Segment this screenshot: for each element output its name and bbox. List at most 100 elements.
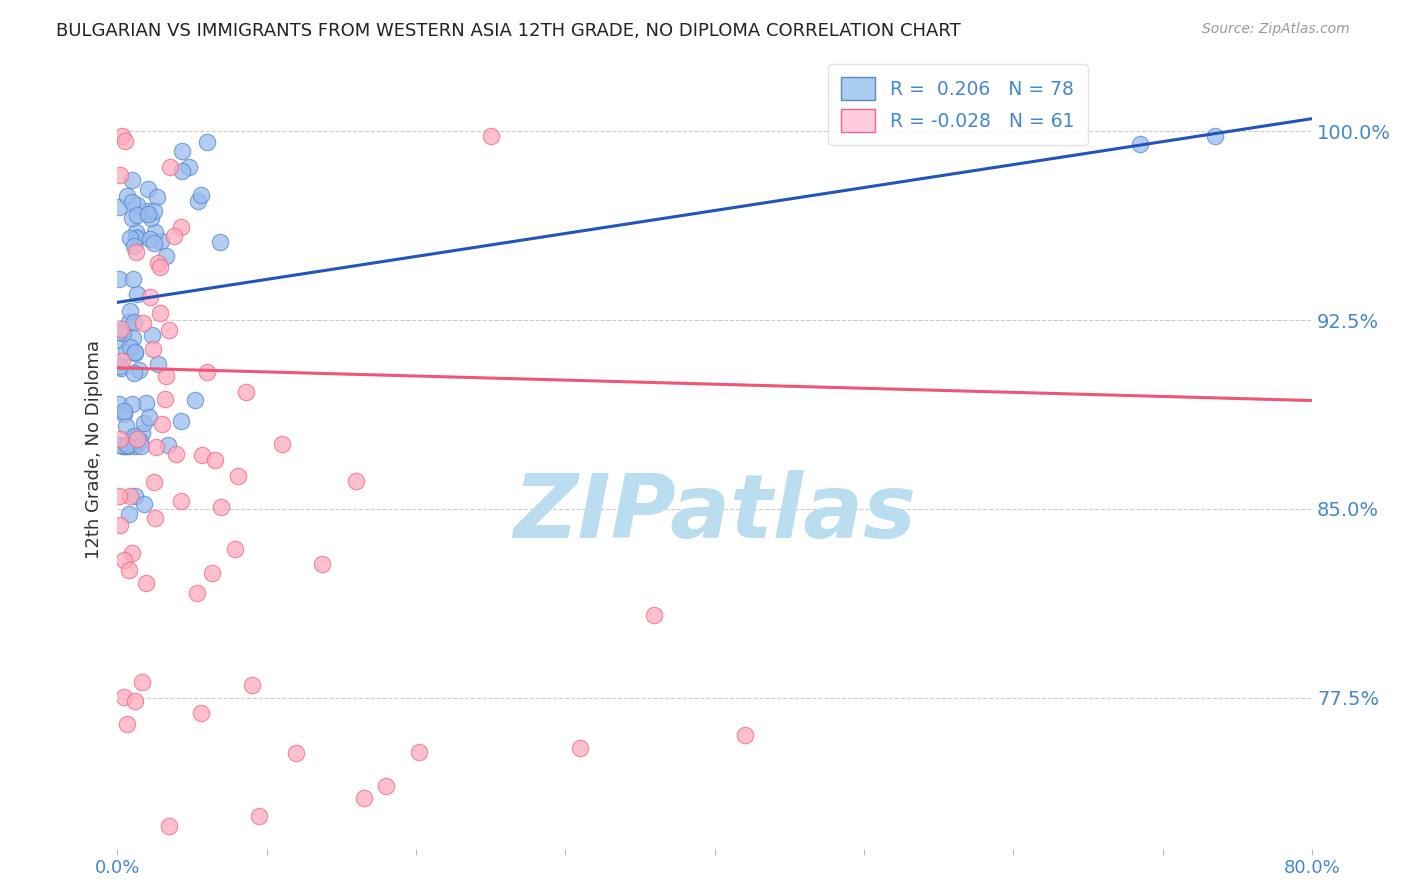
- Point: [125, 226, 148, 240]
- Point: [122, 315, 145, 329]
- Point: [155, 368, 177, 383]
- Point: [145, 440, 167, 454]
- Point: [149, 306, 172, 320]
- Point: [135, 204, 157, 219]
- Point: [118, 489, 141, 503]
- Point: [170, 414, 193, 428]
- Text: BULGARIAN VS IMMIGRANTS FROM WESTERN ASIA 12TH GRADE, NO DIPLOMA CORRELATION CHA: BULGARIAN VS IMMIGRANTS FROM WESTERN ASI…: [56, 22, 960, 40]
- Point: [132, 497, 155, 511]
- Point: [115, 716, 138, 731]
- Point: [122, 239, 145, 253]
- Point: [112, 439, 135, 453]
- Point: [643, 608, 665, 623]
- Point: [122, 272, 145, 286]
- Point: [143, 475, 166, 490]
- Point: [122, 428, 145, 442]
- Point: [139, 290, 162, 304]
- Point: [121, 431, 143, 445]
- Point: [124, 346, 146, 360]
- Point: [110, 321, 132, 335]
- Point: [121, 397, 143, 411]
- Point: [136, 207, 159, 221]
- Point: [114, 345, 136, 359]
- Point: [121, 546, 143, 560]
- Point: [209, 500, 232, 515]
- Point: [122, 331, 145, 345]
- Point: [111, 129, 134, 144]
- Point: [129, 434, 152, 448]
- Point: [135, 396, 157, 410]
- Point: [118, 563, 141, 577]
- Point: [128, 362, 150, 376]
- Point: [112, 407, 135, 421]
- Point: [170, 494, 193, 508]
- Point: [190, 706, 212, 721]
- Point: [208, 235, 231, 249]
- Point: [108, 396, 131, 410]
- Point: [142, 235, 165, 250]
- Point: [124, 344, 146, 359]
- Point: [142, 203, 165, 218]
- Text: ZIPatlas: ZIPatlas: [513, 470, 917, 557]
- Point: [108, 432, 131, 446]
- Point: [115, 438, 138, 452]
- Point: [112, 690, 135, 705]
- Point: [184, 393, 207, 408]
- Point: [353, 791, 375, 805]
- Point: [115, 418, 138, 433]
- Point: [138, 409, 160, 424]
- Point: [121, 173, 143, 187]
- Point: [187, 194, 209, 208]
- Point: [143, 225, 166, 239]
- Point: [118, 507, 141, 521]
- Point: [569, 740, 592, 755]
- Y-axis label: 12th Grade, No Diploma: 12th Grade, No Diploma: [86, 340, 103, 559]
- Point: [247, 809, 270, 823]
- Point: [142, 343, 165, 357]
- Point: [156, 438, 179, 452]
- Point: [141, 211, 163, 226]
- Point: [114, 134, 136, 148]
- Point: [139, 232, 162, 246]
- Point: [479, 129, 502, 144]
- Point: [186, 586, 208, 600]
- Point: [224, 542, 246, 557]
- Text: Source: ZipAtlas.com: Source: ZipAtlas.com: [1202, 22, 1350, 37]
- Point: [108, 168, 131, 182]
- Point: [146, 357, 169, 371]
- Legend: R =  0.206   N = 78, R = -0.028   N = 61: R = 0.206 N = 78, R = -0.028 N = 61: [828, 64, 1088, 145]
- Point: [110, 518, 132, 533]
- Point: [311, 557, 333, 571]
- Point: [375, 779, 398, 793]
- Point: [125, 432, 148, 446]
- Point: [143, 511, 166, 525]
- Point: [131, 439, 153, 453]
- Point: [108, 489, 131, 503]
- Point: [157, 324, 180, 338]
- Point: [159, 160, 181, 174]
- Point: [226, 468, 249, 483]
- Point: [204, 453, 226, 467]
- Point: [127, 198, 149, 212]
- Point: [121, 211, 143, 226]
- Point: [134, 416, 156, 430]
- Point: [149, 260, 172, 274]
- Point: [145, 190, 167, 204]
- Point: [127, 208, 149, 222]
- Point: [115, 439, 138, 453]
- Point: [131, 674, 153, 689]
- Point: [112, 553, 135, 567]
- Point: [285, 746, 308, 760]
- Point: [190, 188, 212, 202]
- Point: [132, 317, 155, 331]
- Point: [112, 439, 135, 453]
- Point: [107, 326, 129, 340]
- Point: [124, 489, 146, 503]
- Point: [170, 164, 193, 178]
- Point: [118, 304, 141, 318]
- Point: [1204, 129, 1226, 144]
- Point: [111, 354, 134, 368]
- Point: [146, 256, 169, 270]
- Point: [124, 244, 146, 259]
- Point: [240, 678, 263, 692]
